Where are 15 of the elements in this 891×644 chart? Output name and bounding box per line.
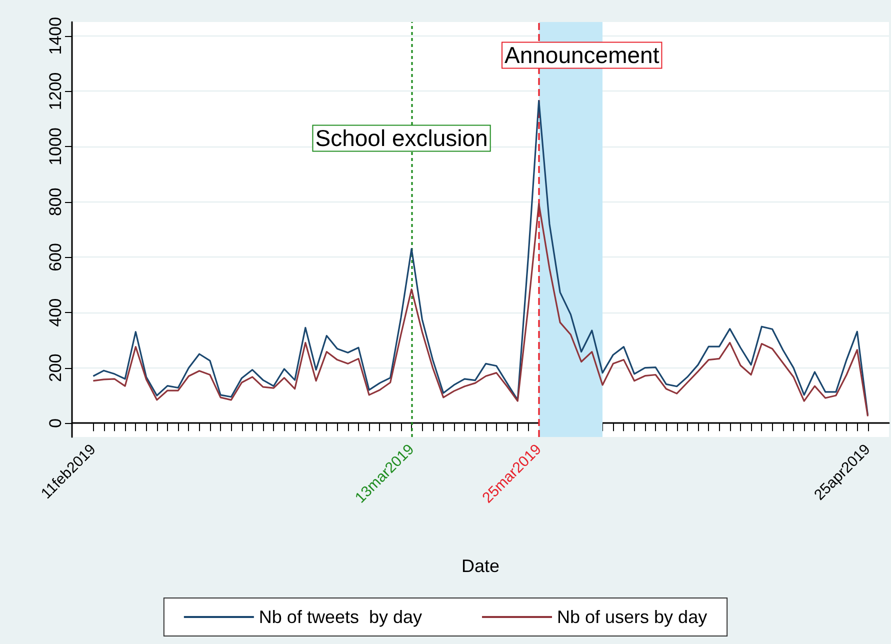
y-tick-label: 200 bbox=[46, 354, 65, 382]
line-series bbox=[92, 202, 869, 418]
y-tick-label: 1200 bbox=[46, 72, 65, 110]
line-series bbox=[92, 100, 869, 416]
legend-label: Nb of users by day bbox=[557, 607, 708, 627]
y-tick-label: 1000 bbox=[46, 128, 65, 166]
ref-line-label: Announcement bbox=[504, 42, 660, 68]
y-tick-label: 600 bbox=[46, 242, 65, 272]
y-tick-label: 1400 bbox=[46, 16, 65, 55]
ref-line-label: School exclusion bbox=[315, 125, 488, 152]
y-tick-label: 800 bbox=[46, 188, 65, 216]
y-tick-label: 400 bbox=[46, 298, 65, 327]
legend-label: Nb of tweets by day bbox=[258, 607, 422, 627]
y-tick-label: 0 bbox=[46, 418, 65, 428]
x-axis-title: Date bbox=[461, 556, 500, 576]
